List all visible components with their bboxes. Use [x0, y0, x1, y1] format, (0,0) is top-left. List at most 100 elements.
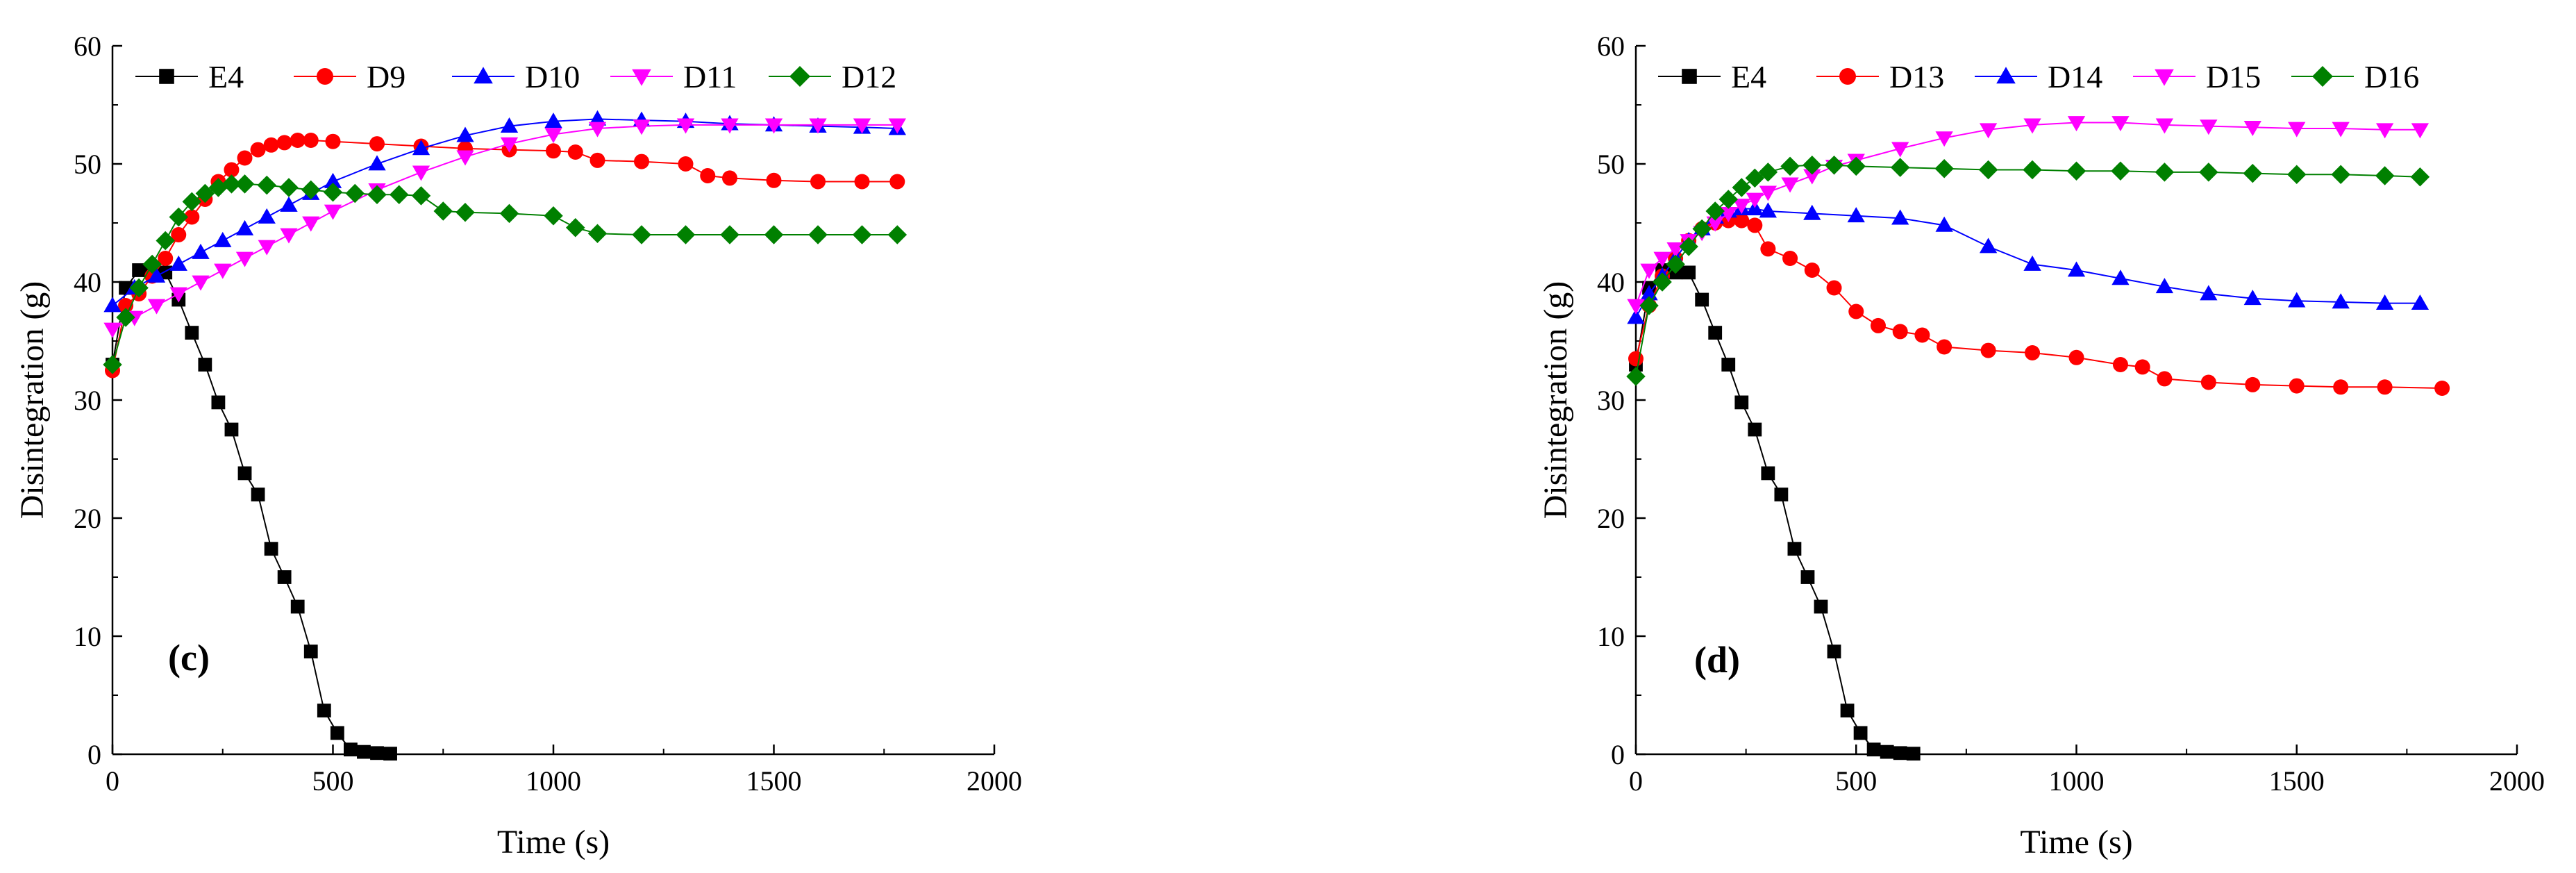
data-point	[1695, 292, 1709, 307]
series-line	[1635, 269, 1914, 755]
data-point	[764, 225, 784, 244]
data-point	[290, 133, 306, 148]
data-point	[324, 204, 342, 220]
data-point	[2375, 166, 2395, 185]
data-point	[678, 156, 694, 172]
data-point	[808, 225, 828, 244]
legend-marker	[2155, 69, 2174, 86]
data-point	[103, 355, 122, 374]
data-point	[2023, 118, 2041, 134]
data-point	[317, 704, 331, 717]
data-point	[2155, 278, 2174, 294]
data-point	[1627, 299, 1645, 315]
data-point	[633, 119, 651, 135]
data-point	[330, 726, 344, 740]
x-tick-label: 1000	[526, 765, 581, 797]
data-point	[1787, 542, 1802, 556]
data-point	[500, 117, 519, 133]
data-point	[303, 133, 319, 148]
data-point	[2067, 261, 2086, 277]
legend-marker	[159, 69, 174, 84]
data-point	[2411, 294, 2429, 310]
data-point	[1748, 422, 1762, 437]
data-point	[809, 118, 827, 134]
data-point	[325, 133, 341, 149]
legend-label: D10	[525, 59, 580, 94]
data-point	[1628, 351, 1644, 367]
data-point	[369, 136, 385, 152]
data-point	[1708, 326, 1723, 340]
data-point	[634, 153, 649, 169]
data-point	[345, 183, 365, 203]
data-point	[258, 208, 276, 224]
data-point	[2288, 122, 2306, 138]
data-point	[456, 126, 474, 142]
data-point	[302, 216, 320, 232]
data-point	[1827, 645, 1841, 658]
data-point	[2111, 116, 2130, 132]
series-d13	[1628, 213, 2450, 396]
data-point	[1682, 265, 1696, 280]
data-point	[1679, 237, 1698, 256]
data-point	[1934, 159, 1954, 178]
x-tick-label: 500	[312, 765, 354, 797]
y-tick-label: 30	[1597, 385, 1625, 416]
data-point	[722, 170, 737, 186]
data-point	[1870, 317, 1886, 333]
data-point	[2377, 379, 2393, 395]
data-point	[224, 422, 239, 437]
data-point	[499, 203, 519, 224]
data-point	[2331, 165, 2350, 185]
y-tick-label: 20	[74, 503, 101, 534]
data-point	[235, 251, 254, 267]
series-d12	[103, 174, 908, 374]
data-point	[2376, 123, 2394, 139]
data-point	[1747, 217, 1763, 233]
data-point	[546, 143, 561, 159]
x-tick-label: 1000	[2049, 765, 2105, 797]
data-point	[456, 150, 474, 166]
data-point	[412, 140, 430, 156]
data-point	[263, 137, 279, 153]
chart-panel-c: 0 10 20 30 40 50 60 0 500 1000 1500 2000 Time (s) Dis…	[14, 31, 1022, 860]
data-point	[2025, 345, 2041, 360]
series-e4	[106, 263, 397, 761]
data-point	[1653, 251, 1671, 267]
data-point	[1782, 251, 1798, 266]
data-point	[2332, 122, 2350, 138]
data-point	[357, 745, 371, 759]
data-point	[2023, 160, 2042, 180]
data-point	[257, 175, 276, 195]
data-point	[370, 746, 384, 760]
data-point	[1979, 123, 1998, 139]
series-d16	[1626, 155, 2430, 386]
legend-label: D12	[842, 59, 896, 94]
data-point	[184, 209, 200, 225]
x-axis-label: Time (s)	[497, 824, 610, 860]
data-point	[280, 196, 298, 212]
data-point	[2023, 255, 2041, 271]
data-point	[2199, 163, 2218, 182]
data-point	[2410, 167, 2430, 187]
data-point	[2134, 359, 2150, 375]
data-point	[544, 128, 562, 144]
data-point	[455, 202, 475, 222]
data-point	[2288, 292, 2306, 308]
data-point	[2157, 371, 2173, 387]
data-point	[1935, 131, 1953, 147]
y-axis-label: Disintegration (g)	[14, 281, 51, 519]
data-point	[810, 174, 826, 190]
data-point	[158, 251, 174, 266]
data-point	[1890, 158, 1910, 177]
y-tick-label: 30	[74, 385, 101, 416]
x-tick-label: 1500	[746, 765, 802, 797]
data-point	[676, 225, 696, 244]
data-point	[277, 570, 292, 584]
data-point	[544, 113, 562, 128]
chart-panel-d: 0 10 20 30 40 50 60 0 500 1000 1500 2000 Time (s) Dis…	[1537, 31, 2545, 860]
data-point	[2411, 123, 2429, 139]
data-point	[221, 174, 242, 194]
x-tick-label: 2000	[967, 765, 1022, 797]
data-point	[185, 326, 199, 340]
legend-label: D11	[683, 59, 737, 94]
